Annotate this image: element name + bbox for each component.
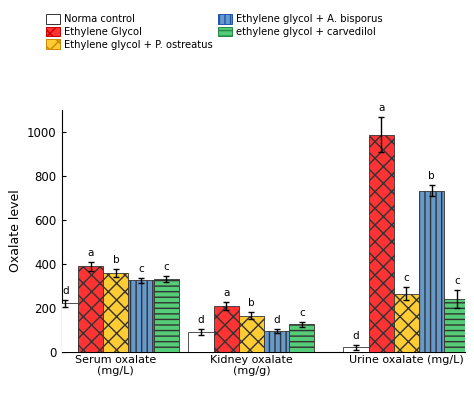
- Bar: [394, 294, 419, 352]
- Y-axis label: Oxalate level: Oxalate level: [9, 190, 22, 272]
- Bar: [103, 273, 128, 352]
- Text: b: b: [248, 298, 255, 308]
- Bar: [128, 281, 154, 352]
- Bar: [344, 347, 369, 352]
- Text: a: a: [223, 288, 229, 298]
- Text: c: c: [454, 276, 460, 286]
- Bar: [239, 316, 264, 352]
- Bar: [444, 299, 469, 352]
- Text: d: d: [62, 286, 69, 296]
- Bar: [189, 332, 214, 352]
- Text: a: a: [378, 103, 384, 113]
- Text: b: b: [112, 255, 119, 265]
- Text: d: d: [273, 315, 280, 325]
- Text: d: d: [353, 331, 359, 341]
- Text: a: a: [88, 248, 94, 258]
- Bar: [289, 324, 314, 352]
- Bar: [264, 331, 289, 352]
- Bar: [78, 266, 103, 352]
- Bar: [53, 303, 78, 352]
- Text: c: c: [138, 264, 144, 274]
- Bar: [419, 191, 444, 352]
- Bar: [369, 135, 394, 352]
- Bar: [214, 306, 239, 352]
- Text: b: b: [428, 171, 435, 181]
- Text: c: c: [403, 273, 409, 283]
- Text: d: d: [198, 315, 204, 326]
- Text: c: c: [164, 262, 169, 272]
- Bar: [154, 279, 179, 352]
- Legend: Norma control, Ethylene Glycol, Ethylene glycol + P. ostreatus, Ethylene glycol : Norma control, Ethylene Glycol, Ethylene…: [46, 14, 383, 49]
- Text: c: c: [299, 308, 305, 318]
